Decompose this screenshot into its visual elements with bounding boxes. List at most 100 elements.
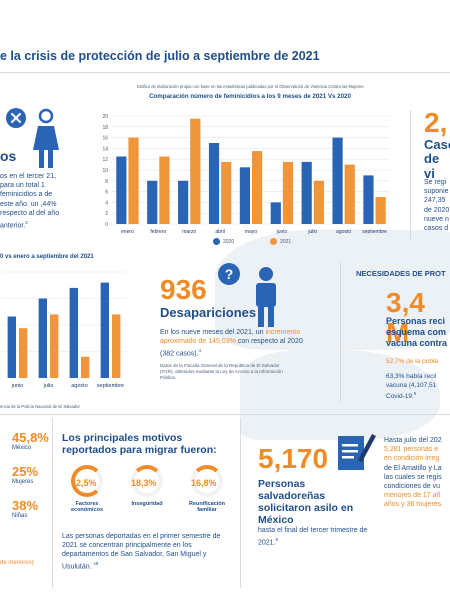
bar-2020-agosto [332, 137, 343, 224]
page-title: e la crisis de protección de julio a sep… [0, 49, 320, 63]
motivo-label-inseguridad: Inseguridad [131, 501, 163, 507]
bar-2020-marzo [178, 180, 189, 224]
legend-2021: 2021 [270, 238, 291, 245]
necesidades-pct: 52,7% de la pobla [386, 358, 439, 365]
chart-note: Gráfico de elaboración propia con base e… [136, 84, 364, 89]
x-tick-label-abril: abril [215, 229, 224, 235]
legend-2020: 2020 [213, 238, 234, 245]
bar-2021-junio [282, 161, 294, 224]
x-tick-label-enero: enero [121, 229, 134, 235]
deportados-pct-mujeres: 25% [12, 464, 39, 479]
necesidades-text-1: Personas reci [386, 316, 446, 326]
x-tick-label-febrero: febrero [150, 229, 166, 235]
y-tick-label: 12 [102, 157, 108, 163]
map-background-shape [215, 230, 450, 350]
motivo-ring-economicos: 62,5% [71, 465, 103, 497]
right-divider [410, 110, 411, 240]
bar-2021-agosto [81, 356, 90, 378]
bar-2021-septiembre [375, 197, 386, 224]
x-tick-label-julio: julio [43, 383, 54, 389]
bar-2021-marzo [190, 118, 201, 224]
bar-2020-julio [38, 298, 47, 378]
second-chart-title: 0 vs enero a septiembre del 2021 [0, 254, 94, 260]
legend-label-2021: 2021 [280, 238, 292, 245]
bar-2021-febrero [159, 156, 170, 224]
y-tick-label: 2 [105, 211, 108, 217]
y-tick-label: 4 [105, 200, 108, 206]
right-text: Se regi suponie 247,35 de 2020 nueve n c… [424, 179, 450, 233]
motivo-label-reunificacion: Reunificación familiar [188, 501, 226, 513]
deportados-list: 45,8% México 25% Mujeres 38% Niñas [12, 430, 54, 519]
right-label-1: Caso [424, 137, 450, 152]
desapariciones-source: Datos de la Fiscalía General de la Repúb… [160, 363, 283, 380]
bar-2020-abril [208, 143, 220, 224]
chart-title: Comparación número de feminicidios a los… [149, 93, 351, 100]
y-tick-label: 16 [102, 136, 108, 142]
legend-dot-2020 [213, 238, 220, 245]
left-text: os en el tercer 21, para un total 1 femi… [0, 173, 60, 230]
necesidades-pct2: 63,3% había recil vacuna (4,107,51 Covid… [386, 373, 437, 401]
left-heading: os [0, 148, 17, 164]
deportados-label-mexico: México [12, 445, 32, 451]
right-label-2: de vi [424, 151, 440, 181]
document-pen-icon [336, 430, 376, 474]
bar-2021-enero [128, 137, 139, 224]
motivo-ring-reunificacion: 16,8% [191, 465, 223, 497]
bar-2020-julio [301, 161, 312, 224]
bar-2020-septiembre [363, 175, 374, 224]
y-tick-label: 18 [102, 125, 108, 131]
second-chart-source: encia de la Policía Nacional de El Salva… [0, 404, 80, 409]
bar-2020-septiembre [100, 282, 109, 378]
bar-2021-julio [50, 314, 59, 378]
y-tick-label: 6 [105, 190, 108, 196]
asilo-divider [240, 418, 241, 588]
right-bottom-text: Hasta julio del 202 5,281 personas e en … [384, 437, 442, 509]
desapariciones-label: Desapariciones [160, 305, 257, 320]
migracion-text: Las personas deportadas en el primer sem… [62, 533, 221, 571]
y-tick-label: 10 [102, 168, 108, 174]
title-divider [0, 72, 450, 73]
x-tick-label-julio: julio [307, 229, 317, 235]
x-tick-label-agosto: agosto [336, 229, 351, 235]
legend-label-2020: 2020 [223, 238, 235, 245]
right-big-number: 2, [424, 107, 448, 138]
x-tick-label-marzo: marzo [182, 229, 196, 235]
asilo-number: 5,170 [258, 443, 329, 474]
asilo-text: Personas salvadoreñas solicitaron asilo … [258, 478, 354, 526]
x-tick-label-mayo: mayo [245, 229, 257, 235]
bar-2020-junio [7, 316, 16, 378]
woman-icon [30, 108, 62, 170]
section-divider [0, 414, 450, 415]
y-tick-label: 8 [105, 179, 108, 185]
deportados-label-mujeres: Mujeres [12, 479, 34, 485]
bar-2021-junio [19, 328, 28, 378]
motivo-inseguridad: 18,3% Inseguridad [122, 465, 172, 513]
feminicidios-chart: 0 2 4 6 8 10 12 14 16 18 20 enero febrero marzo abril m… [102, 114, 390, 235]
legend-dot-2021 [270, 238, 277, 245]
bar-2021-mayo [252, 151, 263, 224]
motivos-row: 62,5% Factores económicos 18,3% Inseguri… [62, 465, 232, 513]
desapariciones-text: En los nueve meses del 2021, un incremen… [160, 329, 303, 358]
person-icon [248, 266, 284, 328]
x-tick-label-junio: junio [11, 383, 24, 389]
y-tick-label: 20 [102, 114, 108, 120]
second-chart: junio julio agosto septiembre [2, 271, 126, 389]
deportados-label-ninas: Niñas [12, 513, 28, 519]
bar-2020-enero [116, 156, 127, 224]
motivo-reunificacion: 16,8% Reunificación familiar [182, 465, 232, 513]
necesidades-text-2: esquema com [386, 327, 447, 337]
desapariciones-number: 936 [160, 274, 207, 305]
bar-2021-septiembre [112, 314, 121, 378]
bar-2021-abril [221, 161, 232, 224]
y-tick-label: 14 [102, 146, 108, 152]
motivo-ring-inseguridad: 18,3% [131, 465, 163, 497]
bar-2020-agosto [69, 287, 78, 378]
bar-2020-febrero [147, 180, 158, 224]
x-tick-label-agosto: agosto [71, 383, 88, 389]
deportados-pct-ninas: 38% [12, 498, 39, 513]
y-tick-label: 0 [105, 222, 108, 228]
migracion-heading: Los principales motivos reportados para … [62, 432, 217, 456]
asilo-sub: hasta el final del tercer trimestre de 2… [258, 527, 368, 547]
x-tick-label-junio: junio [276, 229, 288, 235]
x-tick-label-septiembre: septiembre [362, 229, 387, 235]
